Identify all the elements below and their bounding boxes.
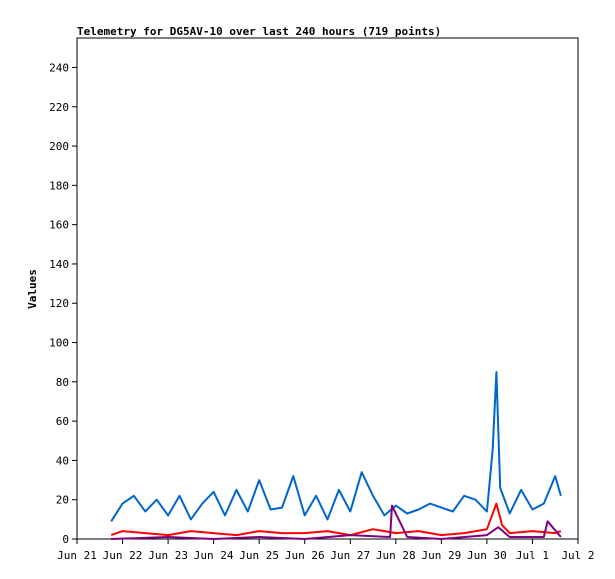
series-line-2 bbox=[110, 502, 562, 537]
x-tick-label: Jun 28 bbox=[376, 549, 416, 562]
x-tick-label: Jun 26 bbox=[285, 549, 325, 562]
x-tick-label: Jun 29 bbox=[421, 549, 461, 562]
y-tick-label: 80 bbox=[56, 376, 69, 389]
y-tick-label: 140 bbox=[49, 258, 69, 271]
x-tick-label: Jun 25 bbox=[239, 549, 279, 562]
y-tick-label: 20 bbox=[56, 494, 69, 507]
series-group bbox=[110, 371, 562, 540]
plot-frame bbox=[76, 37, 579, 540]
y-axis: 0 20 40 60 80 100 120 140 160 180 200 220 240 bbox=[49, 61, 77, 546]
y-tick-label: 180 bbox=[49, 179, 69, 192]
x-tick-label: Jun 24 bbox=[194, 549, 234, 562]
y-tick-label: 100 bbox=[49, 337, 69, 350]
x-tick-label: Jun 22 bbox=[103, 549, 143, 562]
x-tick-label: Jul 1 bbox=[516, 549, 549, 562]
y-tick-label: 60 bbox=[56, 415, 69, 428]
series-line-1 bbox=[110, 371, 562, 522]
x-axis: Jun 21 Jun 22 Jun 23 Jun 24 Jun 25 Jun 26 Jun … bbox=[57, 539, 595, 562]
x-tick-label: Jun 23 bbox=[148, 549, 188, 562]
x-tick-label: Jun 21 bbox=[57, 549, 97, 562]
y-tick-label: 120 bbox=[49, 297, 69, 310]
x-tick-label: Jul 2 bbox=[561, 549, 594, 562]
y-tick-label: 240 bbox=[49, 61, 69, 74]
y-axis-label: Values bbox=[26, 269, 39, 309]
y-tick-label: 220 bbox=[49, 101, 69, 114]
y-tick-label: 40 bbox=[56, 454, 69, 467]
series-line-3 bbox=[111, 504, 562, 540]
y-tick-label: 0 bbox=[62, 533, 69, 546]
y-tick-label: 200 bbox=[49, 140, 69, 153]
x-tick-label: Jun 27 bbox=[330, 549, 370, 562]
y-tick-label: 160 bbox=[49, 219, 69, 232]
chart-title: Telemetry for DG5AV-10 over last 240 hou… bbox=[77, 25, 441, 38]
x-tick-label: Jun 30 bbox=[467, 549, 507, 562]
